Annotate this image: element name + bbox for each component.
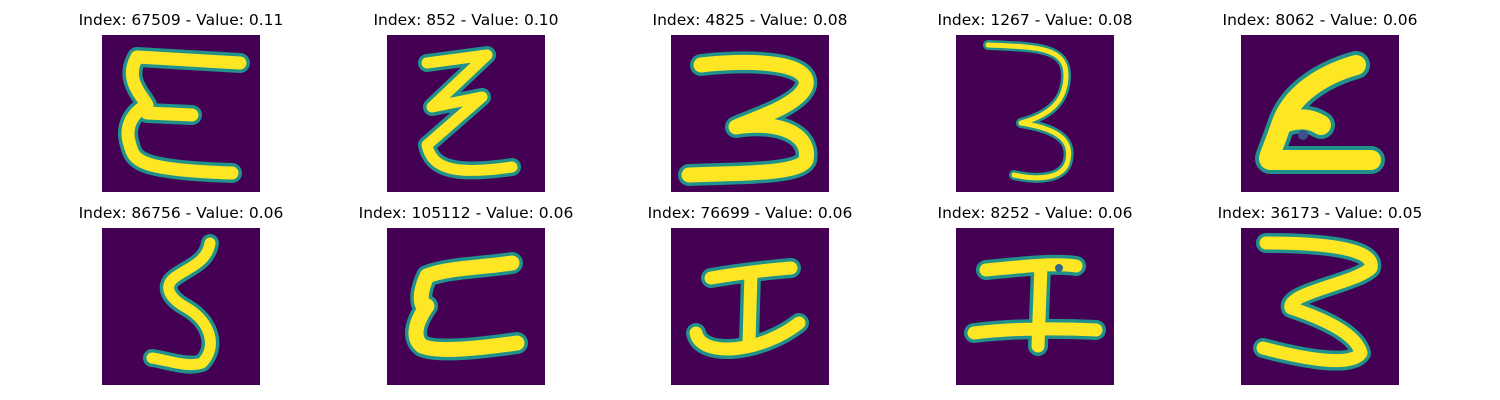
digit-image [387, 35, 545, 192]
panel-title: Index: 76699 - Value: 0.06 [647, 204, 853, 222]
digit-image [1241, 228, 1399, 385]
digit-image [102, 228, 260, 385]
digit-image [671, 228, 829, 385]
digit-image [956, 35, 1114, 192]
panel-title: Index: 1267 - Value: 0.08 [937, 11, 1133, 29]
panel-title: Index: 8062 - Value: 0.06 [1222, 11, 1418, 29]
panel-title: Index: 67509 - Value: 0.11 [78, 11, 284, 29]
panel-title: Index: 86756 - Value: 0.06 [78, 204, 284, 222]
panel-title: Index: 105112 - Value: 0.06 [358, 204, 574, 222]
digit-image [387, 228, 545, 385]
digit-image [956, 228, 1114, 385]
digit-image [102, 35, 260, 192]
digit-image [671, 35, 829, 192]
digit-image [1241, 35, 1399, 192]
panel-title: Index: 8252 - Value: 0.06 [937, 204, 1133, 222]
panel-title: Index: 4825 - Value: 0.08 [652, 11, 848, 29]
panel-title: Index: 852 - Value: 0.10 [373, 11, 559, 29]
panel-title: Index: 36173 - Value: 0.05 [1217, 204, 1423, 222]
